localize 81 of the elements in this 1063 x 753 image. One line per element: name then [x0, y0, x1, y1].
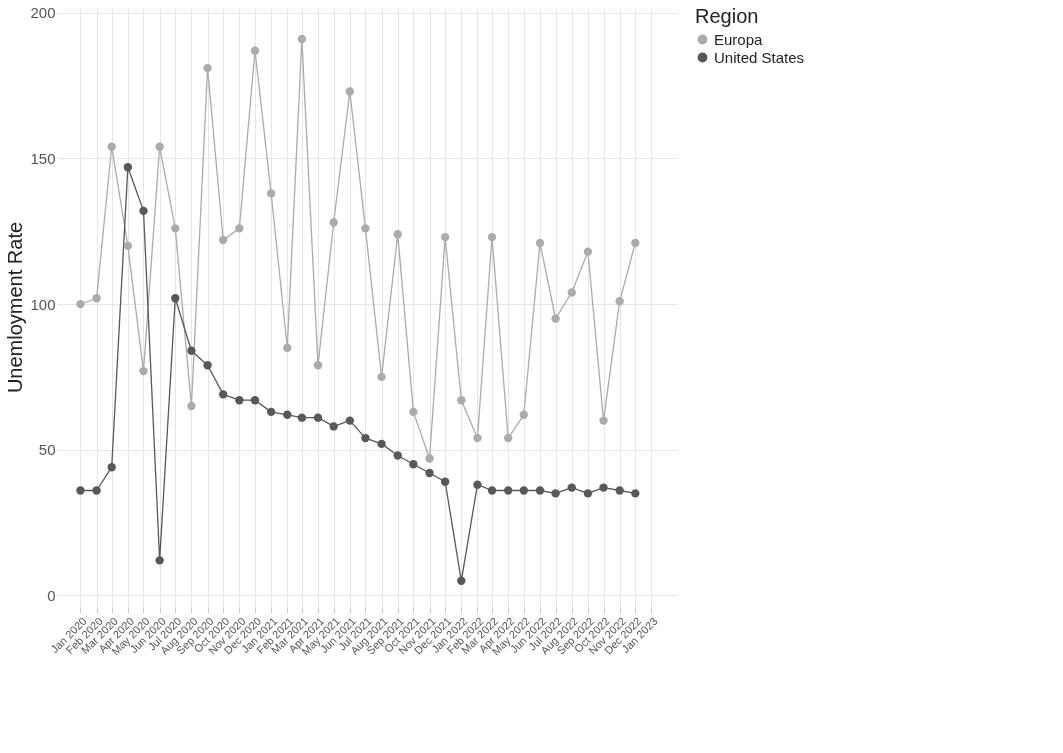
legend-title: Region [695, 5, 759, 27]
point [92, 294, 101, 303]
point [377, 372, 386, 382]
point [631, 238, 640, 248]
point [123, 163, 133, 172]
point [487, 486, 497, 495]
point [457, 396, 466, 405]
y-tick-label: 50 [38, 441, 56, 459]
point [155, 556, 164, 565]
y-tick-label: 150 [30, 149, 56, 167]
point [203, 361, 212, 370]
point [504, 486, 513, 495]
point [92, 486, 101, 495]
point [519, 486, 529, 495]
point [551, 314, 560, 323]
legend-label: Europa [714, 30, 764, 48]
point [440, 232, 450, 242]
point [250, 46, 260, 55]
point [473, 480, 482, 489]
point [313, 361, 323, 370]
point [615, 297, 624, 306]
point [283, 343, 292, 352]
point [567, 288, 576, 297]
point [504, 433, 513, 443]
y-tick-label: 100 [30, 295, 56, 313]
point [219, 390, 228, 399]
point [123, 241, 133, 251]
point [473, 433, 482, 443]
point [219, 235, 228, 245]
y-tick-label: 0 [47, 586, 56, 604]
point [457, 576, 466, 585]
legend-label: United States [714, 48, 805, 66]
point [171, 224, 180, 233]
point [266, 407, 276, 417]
point [393, 230, 402, 239]
point [535, 238, 545, 248]
point [345, 87, 354, 96]
point [283, 410, 292, 419]
point [361, 433, 370, 443]
point [107, 463, 116, 472]
point [139, 206, 148, 216]
point [361, 224, 370, 233]
point [329, 218, 338, 227]
point [583, 247, 593, 256]
point [313, 413, 323, 422]
point [76, 486, 85, 495]
point [377, 439, 386, 449]
point [599, 416, 608, 425]
point [535, 486, 545, 495]
y-tick-label: 200 [30, 4, 56, 22]
point [631, 489, 640, 498]
point [76, 299, 85, 309]
y-axis-title: Unemloyment Rate [4, 221, 27, 394]
point [203, 63, 212, 73]
point [329, 422, 338, 431]
point [250, 396, 260, 405]
point [551, 489, 560, 498]
point [107, 142, 116, 151]
point [487, 232, 497, 242]
point [297, 413, 307, 422]
point [266, 189, 276, 198]
point [187, 401, 196, 411]
point [519, 410, 529, 419]
point [393, 451, 402, 460]
point [235, 396, 244, 405]
point [235, 224, 244, 233]
point [425, 468, 434, 478]
point [345, 416, 354, 425]
point [425, 454, 434, 463]
point [155, 142, 164, 151]
point [409, 460, 418, 469]
point [599, 483, 608, 492]
point [409, 407, 418, 417]
point [187, 346, 196, 355]
point [139, 366, 148, 376]
point [297, 34, 307, 44]
point [440, 477, 450, 486]
point [615, 486, 624, 495]
point [567, 483, 576, 492]
point [171, 294, 180, 303]
point [583, 489, 593, 498]
